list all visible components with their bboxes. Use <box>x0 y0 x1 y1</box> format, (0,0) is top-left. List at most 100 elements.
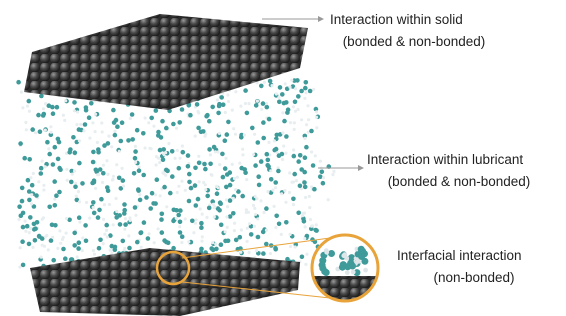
molecule-atom <box>117 176 122 181</box>
molecule-atom <box>233 222 236 225</box>
molecule-atom <box>172 208 177 213</box>
molecule-atom <box>268 79 273 84</box>
molecule-atom <box>197 111 200 114</box>
molecule-atom <box>47 248 50 251</box>
molecule-atom <box>195 218 198 221</box>
molecule-atom <box>306 104 309 107</box>
molecule-atom <box>22 156 27 161</box>
molecule-atom <box>228 198 233 203</box>
molecule-atom <box>160 119 165 124</box>
molecule-atom <box>158 161 161 164</box>
molecule-atom <box>65 217 68 220</box>
molecule-atom <box>294 110 297 113</box>
molecule-atom <box>201 213 204 216</box>
molecule-atom <box>200 240 203 243</box>
molecule-atom <box>72 100 77 105</box>
molecule-atom <box>234 188 237 191</box>
molecule-atom <box>138 198 143 203</box>
molecule-atom <box>274 186 277 189</box>
molecule-atom <box>252 204 255 207</box>
molecule-atom <box>341 253 346 258</box>
molecule-atom <box>204 114 209 119</box>
molecule-atom <box>110 145 113 148</box>
molecule-atom <box>89 101 94 106</box>
molecule-atom <box>51 258 56 263</box>
molecule-atom <box>280 192 283 195</box>
molecule-atom <box>39 171 44 176</box>
molecule-atom <box>304 80 309 85</box>
molecule-atom <box>199 207 202 210</box>
molecule-atom <box>56 247 59 250</box>
molecule-atom <box>204 135 207 138</box>
molecule-atom <box>97 246 102 251</box>
molecule-atom <box>209 153 212 156</box>
molecule-atom <box>252 153 255 156</box>
molecule-atom <box>259 84 264 89</box>
molecule-atom <box>217 104 222 109</box>
molecule-atom <box>102 164 105 167</box>
molecule-atom <box>75 123 78 126</box>
molecule-atom <box>178 230 183 235</box>
molecule-atom <box>76 255 79 258</box>
molecule-atom <box>199 221 204 226</box>
molecule-atom <box>85 201 88 204</box>
molecule-atom <box>142 220 147 225</box>
molecule-atom <box>292 180 295 183</box>
molecule-atom <box>243 88 248 93</box>
molecule-atom <box>232 197 235 200</box>
molecule-atom <box>292 148 295 151</box>
molecule-atom <box>187 180 192 185</box>
molecule-atom <box>47 205 52 210</box>
molecule-atom <box>157 227 160 230</box>
molecule-atom <box>38 129 43 134</box>
molecule-atom <box>196 126 201 131</box>
molecule-atom <box>286 107 291 112</box>
molecule-atom <box>121 178 126 183</box>
molecule-atom <box>27 189 32 194</box>
molecule-atom <box>351 270 356 275</box>
molecule-atom <box>77 240 82 245</box>
molecule-atom <box>49 238 54 243</box>
molecule-atom <box>214 247 219 252</box>
molecule-atom <box>187 199 192 204</box>
molecule-atom <box>225 198 228 201</box>
molecule-atom <box>277 153 282 158</box>
molecule-atom <box>260 108 263 111</box>
molecule-atom <box>289 121 292 124</box>
molecule-atom <box>65 168 68 171</box>
molecule-atom <box>208 162 213 167</box>
molecule-atom <box>301 214 304 217</box>
molecule-atom <box>176 149 179 152</box>
molecule-atom <box>101 130 104 133</box>
molecule-atom <box>126 138 131 143</box>
molecule-atom <box>186 164 191 169</box>
molecule-atom <box>213 205 216 208</box>
molecule-atom <box>228 170 233 175</box>
molecule-atom <box>207 147 212 152</box>
molecule-atom <box>324 250 329 255</box>
molecule-atom <box>239 166 244 171</box>
molecule-atom <box>278 85 283 90</box>
molecule-atom <box>96 215 101 220</box>
molecule-atom <box>265 229 268 232</box>
molecule-atom <box>21 106 24 109</box>
molecule-atom <box>133 149 138 154</box>
molecule-atom <box>274 226 277 229</box>
molecule-atom <box>104 223 109 228</box>
molecule-atom <box>24 121 27 124</box>
molecule-atom <box>308 206 311 209</box>
molecule-atom <box>148 232 151 235</box>
molecule-atom <box>189 186 194 191</box>
molecule-atom <box>349 263 356 270</box>
molecule-atom <box>45 234 48 237</box>
molecule-atom <box>34 193 39 198</box>
molecule-atom <box>253 225 256 228</box>
molecule-atom <box>30 193 33 196</box>
molecule-atom <box>160 212 165 217</box>
molecule-atom <box>168 191 173 196</box>
molecule-atom <box>312 88 315 91</box>
molecule-atom <box>302 170 307 175</box>
molecule-atom <box>253 207 256 210</box>
molecule-atom <box>310 150 313 153</box>
molecule-atom <box>254 213 257 216</box>
